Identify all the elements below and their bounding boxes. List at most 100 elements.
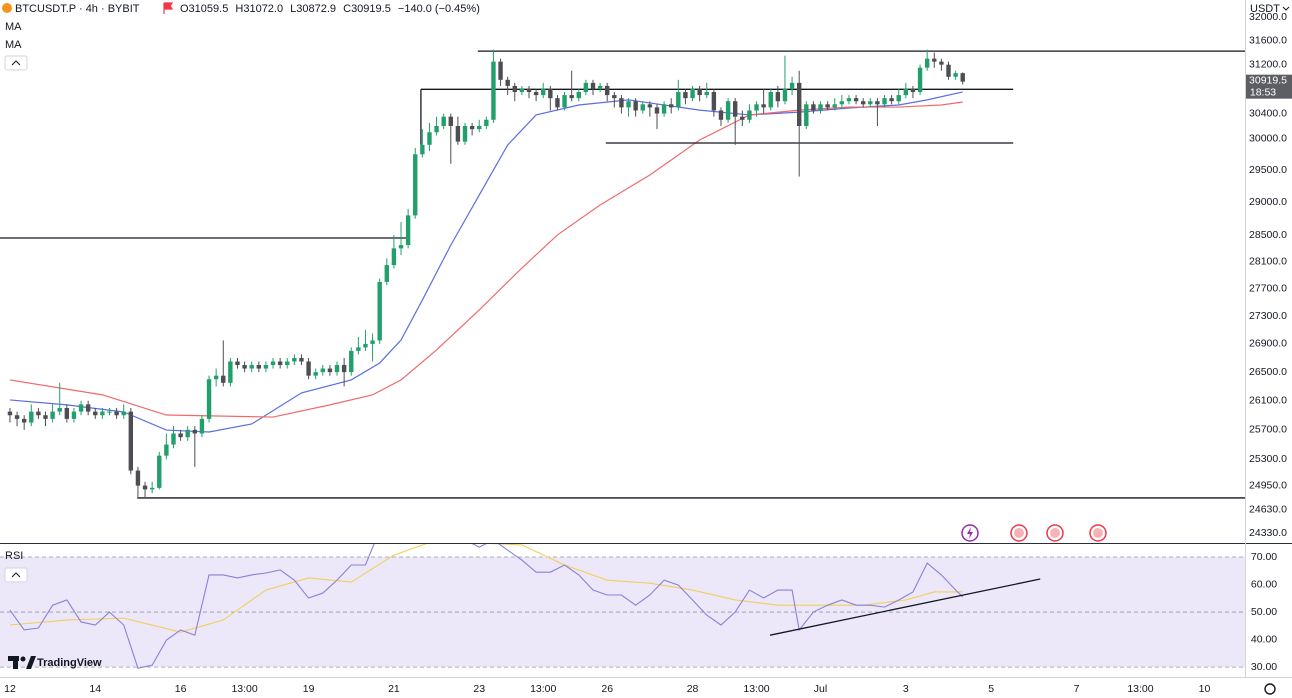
- candle-body: [256, 365, 262, 369]
- collapse-button[interactable]: [4, 567, 28, 583]
- candle-body: [171, 433, 176, 445]
- candle-body: [533, 92, 539, 96]
- rsi-title: RSI: [5, 550, 23, 562]
- candle-body: [477, 126, 482, 130]
- candle-body: [526, 88, 532, 93]
- candle-body: [761, 104, 766, 108]
- y-tick-label: 30000.0: [1249, 132, 1287, 144]
- symbol-icon: [2, 3, 12, 13]
- x-tick-label: 5: [988, 683, 994, 695]
- candle-body: [505, 79, 510, 86]
- brand-name: TradingView: [37, 657, 102, 669]
- candle-body: [590, 82, 596, 89]
- settings-button[interactable]: [1264, 683, 1276, 695]
- candle-body: [491, 61, 496, 120]
- candle-body: [206, 379, 212, 419]
- candle-body: [669, 104, 674, 108]
- candle-body: [462, 126, 468, 142]
- candle-body: [633, 101, 638, 111]
- candle-body: [498, 61, 503, 80]
- candle-body: [341, 365, 347, 373]
- candle-body: [135, 470, 141, 486]
- candle-body: [860, 101, 866, 105]
- rsi-line: [9, 543, 964, 669]
- events: [961, 524, 1107, 542]
- candle-body: [93, 411, 98, 416]
- candle-body: [626, 101, 631, 108]
- candle-body: [29, 411, 34, 423]
- candle-body: [128, 411, 134, 471]
- indicator-label: MA: [5, 21, 22, 33]
- candle-body: [882, 98, 887, 105]
- candle-body: [327, 368, 333, 373]
- last-price: 30919.5: [1249, 74, 1287, 86]
- candle-body: [619, 98, 624, 108]
- y-tick-label: 70.00: [1251, 551, 1277, 563]
- candle-body: [548, 88, 553, 99]
- x-tick-label: 23: [473, 683, 485, 695]
- candle-body: [235, 361, 240, 366]
- candle-body: [50, 411, 55, 419]
- candle-body: [469, 126, 475, 130]
- ohlc-high: H31072.0: [235, 3, 283, 15]
- y-tick-label: 24950.0: [1249, 479, 1287, 491]
- x-tick-label: 12: [4, 683, 16, 695]
- candle-body: [434, 126, 439, 133]
- y-tick-label: 27300.0: [1249, 310, 1287, 322]
- candle-body: [853, 98, 859, 102]
- x-tick-label: 13:00: [1127, 683, 1153, 695]
- candle-body: [875, 101, 880, 105]
- y-tick-label: 32000.0: [1249, 11, 1287, 23]
- collapse-icon: [11, 572, 21, 578]
- collapse-button[interactable]: [4, 55, 28, 71]
- candle-body: [896, 95, 901, 102]
- currency: USDT: [1250, 3, 1280, 15]
- candle-body: [356, 347, 361, 351]
- candle-body: [43, 415, 48, 419]
- candle-body: [839, 101, 845, 105]
- candle-body: [228, 361, 233, 383]
- candle-body: [889, 98, 894, 102]
- candle-body: [263, 365, 269, 369]
- candle-body: [427, 132, 432, 145]
- x-tick-label: 26: [601, 683, 613, 695]
- y-tick-label: 26500.0: [1249, 366, 1287, 378]
- candle-body: [768, 92, 773, 108]
- candle-body: [448, 116, 453, 127]
- candle-body: [612, 95, 617, 99]
- candle-body: [832, 104, 837, 108]
- candle-body: [398, 245, 404, 249]
- x-tick-label: 28: [687, 683, 699, 695]
- flag-icon: [163, 2, 174, 14]
- drawing-line: [769, 578, 1041, 636]
- y-tick-label: 26100.0: [1249, 395, 1287, 407]
- x-tick-label: 7: [1074, 683, 1080, 695]
- candle-body: [14, 415, 20, 419]
- candle-body: [569, 95, 574, 99]
- candle-body: [697, 88, 702, 96]
- candle-body: [754, 104, 759, 111]
- candle-body: [924, 58, 930, 68]
- y-tick-label: 24630.0: [1249, 504, 1287, 516]
- currency-dropdown[interactable]: [1282, 6, 1290, 11]
- candle-body: [811, 104, 816, 111]
- candle-body: [221, 375, 226, 383]
- y-tick-label: 30.00: [1251, 661, 1277, 673]
- y-tick-label: 27700.0: [1249, 282, 1287, 294]
- candle-body: [377, 281, 382, 341]
- x-tick-label: 13:00: [743, 683, 769, 695]
- x-tick-label: 13:00: [530, 683, 556, 695]
- candle-body: [405, 215, 411, 246]
- candle-body: [846, 98, 852, 102]
- candle-body: [455, 126, 461, 142]
- candle-body: [270, 361, 276, 366]
- candle-body: [71, 411, 77, 419]
- candle-body: [57, 407, 62, 412]
- candle-body: [213, 375, 219, 380]
- candle-body: [818, 104, 823, 111]
- brand-logo: TradingView: [8, 656, 102, 669]
- candle-body: [647, 104, 653, 108]
- candle-body: [164, 444, 169, 456]
- candle-body: [36, 411, 41, 416]
- price-pane: [0, 49, 1245, 499]
